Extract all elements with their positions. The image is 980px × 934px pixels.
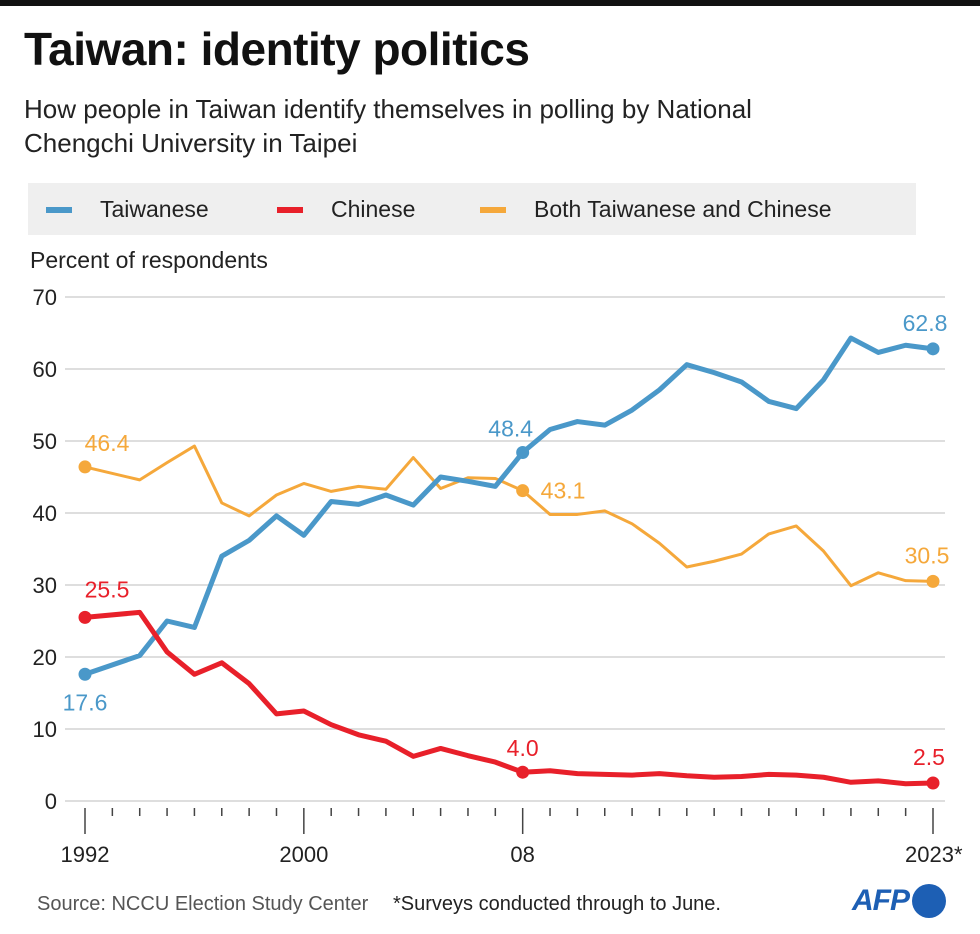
data-label: 62.8 (903, 310, 948, 336)
logo-text: AFP (852, 884, 910, 917)
x-tick-label: 2000 (279, 842, 328, 867)
legend-label: Taiwanese (100, 196, 209, 222)
legend-swatch (480, 206, 506, 213)
footnote: *Surveys conducted through to June. (393, 893, 721, 915)
data-label: 4.0 (507, 735, 539, 761)
data-point-marker (78, 610, 92, 624)
data-label: 48.4 (488, 416, 533, 442)
legend-item-taiwanese: Taiwanese (46, 196, 209, 223)
y-tick-label: 20 (33, 645, 57, 670)
data-point-marker (516, 446, 530, 460)
data-point-marker (926, 342, 940, 356)
data-label: 30.5 (905, 542, 950, 568)
legend-label: Both Taiwanese and Chinese (534, 196, 832, 222)
y-axis-label: Percent of respondents (30, 247, 268, 273)
x-tick-label: 2023* (905, 842, 963, 867)
legend: Taiwanese Chinese Both Taiwanese and Chi… (28, 183, 916, 235)
y-tick-label: 50 (33, 429, 57, 454)
data-label: 17.6 (63, 689, 108, 715)
chart-title: Taiwan: identity politics (24, 23, 530, 75)
data-label: 2.5 (913, 744, 945, 770)
data-label: 46.4 (85, 430, 130, 456)
data-label: 25.5 (85, 576, 130, 602)
data-point-marker (78, 460, 92, 474)
source-note: Source: NCCU Election Study Center (37, 893, 369, 915)
data-point-marker (516, 484, 530, 498)
legend-item-chinese: Chinese (277, 196, 415, 223)
legend-label: Chinese (331, 196, 416, 222)
top-bar (0, 0, 980, 6)
y-tick-label: 0 (45, 789, 57, 814)
legend-item-both: Both Taiwanese and Chinese (480, 196, 832, 223)
legend-swatch (46, 206, 72, 213)
y-tick-label: 70 (33, 285, 57, 310)
data-point-marker (516, 765, 530, 779)
data-point-marker (926, 776, 940, 790)
x-tick-label: 1992 (61, 842, 110, 867)
series-line-taiwanese (82, 335, 936, 677)
y-tick-label: 10 (33, 717, 57, 742)
logo-dot (912, 884, 946, 918)
x-tick-label: 08 (510, 842, 534, 867)
chart-subtitle: How people in Taiwan identify themselves… (24, 94, 752, 158)
y-tick-label: 60 (33, 357, 57, 382)
data-label: 43.1 (541, 478, 586, 504)
afp-logo: AFP (852, 884, 946, 918)
data-point-marker (78, 667, 92, 681)
data-point-marker (926, 574, 940, 588)
y-tick-label: 40 (33, 501, 57, 526)
legend-swatch (277, 206, 303, 213)
y-tick-label: 30 (33, 573, 57, 598)
